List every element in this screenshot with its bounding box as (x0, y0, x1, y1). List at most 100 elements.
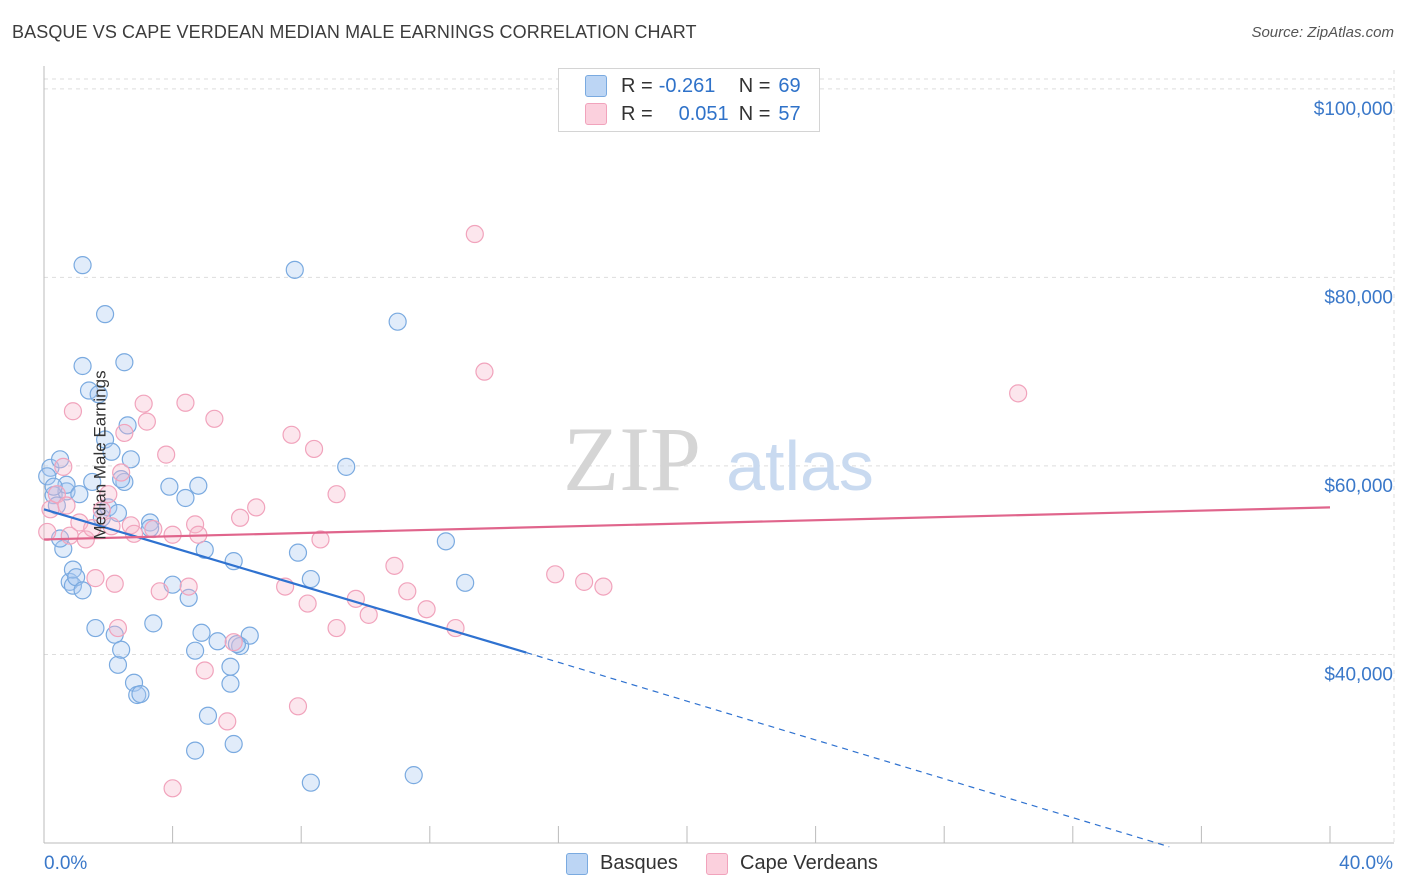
cape-verdean-point (38, 522, 57, 542)
cape-verdean-point (327, 485, 346, 504)
basque-point (227, 634, 246, 654)
cape-verdean-trend-line (43, 506, 1331, 541)
basque-point (83, 472, 102, 492)
basque-point (79, 381, 99, 400)
legend-n-label: N = (738, 74, 771, 97)
cape-verdean-point (54, 457, 73, 476)
watermark-zip: ZIP (563, 408, 701, 510)
cape-verdean-point (92, 501, 111, 520)
legend-r-value-basques: -0.261 (658, 74, 716, 97)
chart-title: BASQUE VS CAPE VERDEAN MEDIAN MALE EARNI… (12, 22, 697, 42)
cape-verdean-point (144, 519, 163, 539)
basque-point (436, 532, 455, 551)
cape-verdean-point (282, 425, 301, 444)
basque-point (388, 312, 407, 331)
basque-point (131, 684, 150, 704)
cape-verdean-point (1009, 384, 1028, 403)
legend-row-basques: R = -0.261 N = 69 (559, 73, 801, 99)
cape-verdean-point (298, 594, 317, 613)
cape-verdean-point (115, 423, 134, 443)
legend-r-label: R = (621, 102, 653, 125)
cape-verdean-point (224, 633, 243, 652)
cape-verdean-point (186, 515, 205, 534)
legend-r-label: R = (621, 74, 653, 97)
y-tick-label: $100,000 (1314, 99, 1393, 120)
cape-verdean-point (57, 496, 76, 515)
cape-verdean-point (327, 618, 346, 638)
cape-verdean-point (231, 508, 250, 527)
legend-n-value-basques: 69 (778, 74, 801, 97)
basque-point (221, 674, 240, 693)
basque-point (176, 488, 195, 508)
legend-n-label: N = (738, 102, 771, 125)
basque-point (108, 655, 128, 674)
cape-verdean-point (112, 463, 131, 482)
basque-point (301, 569, 320, 589)
cape-verdean-point (247, 498, 266, 517)
cape-verdean-point (63, 402, 83, 421)
cape-verdean-point (398, 582, 417, 601)
legend-swatch-basques (585, 75, 607, 97)
basque-trend-line (43, 508, 527, 654)
basque-point (189, 476, 208, 495)
bottom-legend-cape-verdeans: Cape Verdeans (706, 852, 878, 875)
basque-point (112, 470, 131, 489)
cape-verdean-point (205, 409, 224, 428)
bottom-legend-label-basques: Basques (600, 852, 678, 874)
basque-point (102, 442, 121, 461)
source-credit: Source: ZipAtlas.com (1251, 24, 1394, 41)
basque-point (70, 485, 89, 504)
bottom-legend-swatch-basques (566, 852, 588, 875)
y-tick-label: $80,000 (1324, 287, 1393, 308)
basque-point (186, 641, 205, 660)
basque-point (285, 260, 304, 279)
cape-verdean-point (176, 393, 195, 412)
basque-point (86, 618, 105, 638)
cape-verdean-point (86, 569, 105, 588)
x-tick-label-max: 40.0% (1339, 853, 1393, 874)
basque-point (38, 467, 57, 486)
basque-point (73, 356, 92, 376)
cape-verdean-point (99, 485, 118, 504)
cape-verdean-point (163, 779, 182, 798)
basque-point (224, 734, 243, 754)
cape-verdean-point (417, 600, 436, 619)
basque-point (95, 305, 115, 324)
basque-point (301, 773, 320, 792)
cape-verdean-point (150, 582, 169, 601)
basque-point (73, 256, 92, 275)
y-axis-label: Median Male Earnings (90, 370, 110, 540)
y-tick-label: $40,000 (1324, 664, 1393, 685)
correlation-legend: R = -0.261 N = 69 R = 0.051 N = 57 (558, 68, 820, 132)
bottom-legend-basques: Basques (566, 852, 678, 875)
basque-point (208, 632, 227, 651)
legend-r-value-cape-verdeans: 0.051 (678, 102, 729, 125)
basque-point (121, 450, 140, 469)
basque-point (240, 626, 259, 645)
cape-verdean-point (134, 394, 153, 413)
cape-verdean-point (304, 439, 324, 459)
basque-point (115, 353, 134, 372)
x-tick-label-min: 0.0% (44, 853, 87, 874)
cape-verdean-point (195, 661, 214, 680)
basque-point (73, 581, 92, 600)
y-tick-label: $60,000 (1324, 476, 1393, 497)
cape-verdean-point (218, 712, 237, 731)
basque-point (192, 623, 211, 642)
cape-verdean-point (137, 412, 156, 431)
basque-point (195, 540, 214, 559)
basque-point (186, 741, 205, 760)
cape-verdean-point (475, 362, 494, 381)
cape-verdean-point (311, 530, 330, 549)
cape-verdean-point (288, 697, 308, 716)
cape-verdean-point (359, 605, 378, 624)
cape-verdean-point (385, 556, 404, 575)
watermark-atlas: atlas (726, 427, 874, 505)
basque-point (89, 385, 108, 404)
watermark: ZIP atlas (563, 408, 874, 510)
cape-verdean-point (105, 574, 124, 593)
legend-n-value-cape-verdeans: 57 (778, 102, 801, 125)
cape-verdean-point (108, 618, 128, 638)
cape-verdean-point (157, 445, 176, 464)
cape-verdean-point (575, 572, 594, 591)
